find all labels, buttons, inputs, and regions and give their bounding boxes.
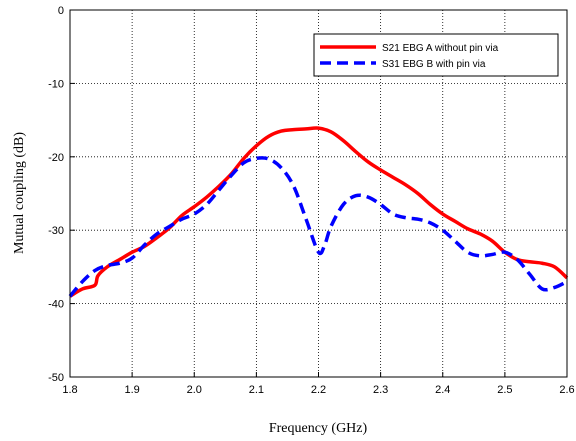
grid [70, 10, 567, 377]
y-tick-label: -30 [48, 225, 64, 237]
legend-label-s21: S21 EBG A without pin via [382, 43, 499, 54]
ticks [69, 9, 568, 378]
x-tick-label: 2.4 [435, 384, 450, 396]
x-tick-label: 2.1 [249, 384, 264, 396]
tick-labels: 1.8 1.9 2.0 2.1 2.2 2.3 2.4 2.5 2.6 0 -10 -20 -30 -40… [48, 5, 575, 396]
x-axis-label: Frequency (GHz) [269, 421, 368, 436]
y-tick-label: -50 [48, 372, 64, 384]
x-tick-label: 1.8 [62, 384, 77, 396]
x-tick-label: 2.2 [311, 384, 326, 396]
y-tick-label: -40 [48, 299, 64, 311]
x-tick-label: 2.5 [497, 384, 512, 396]
y-tick-label: -10 [48, 78, 64, 90]
legend-box [313, 33, 559, 77]
x-tick-label: 1.9 [124, 384, 139, 396]
legend: S21 EBG A without pin via S31 EBG B with… [313, 33, 559, 77]
legend-label-s31: S31 EBG B with pin via [382, 59, 486, 70]
series-line-s31 [68, 156, 568, 298]
x-tick-label: 2.0 [187, 384, 202, 396]
y-tick-label: -20 [48, 152, 64, 164]
x-tick-label: 2.3 [373, 384, 388, 396]
y-tick-label: 0 [58, 5, 64, 17]
y-axis-label: Mutual coupling (dB) [12, 132, 27, 254]
plot-lines [68, 126, 569, 298]
x-tick-label: 2.6 [559, 384, 574, 396]
